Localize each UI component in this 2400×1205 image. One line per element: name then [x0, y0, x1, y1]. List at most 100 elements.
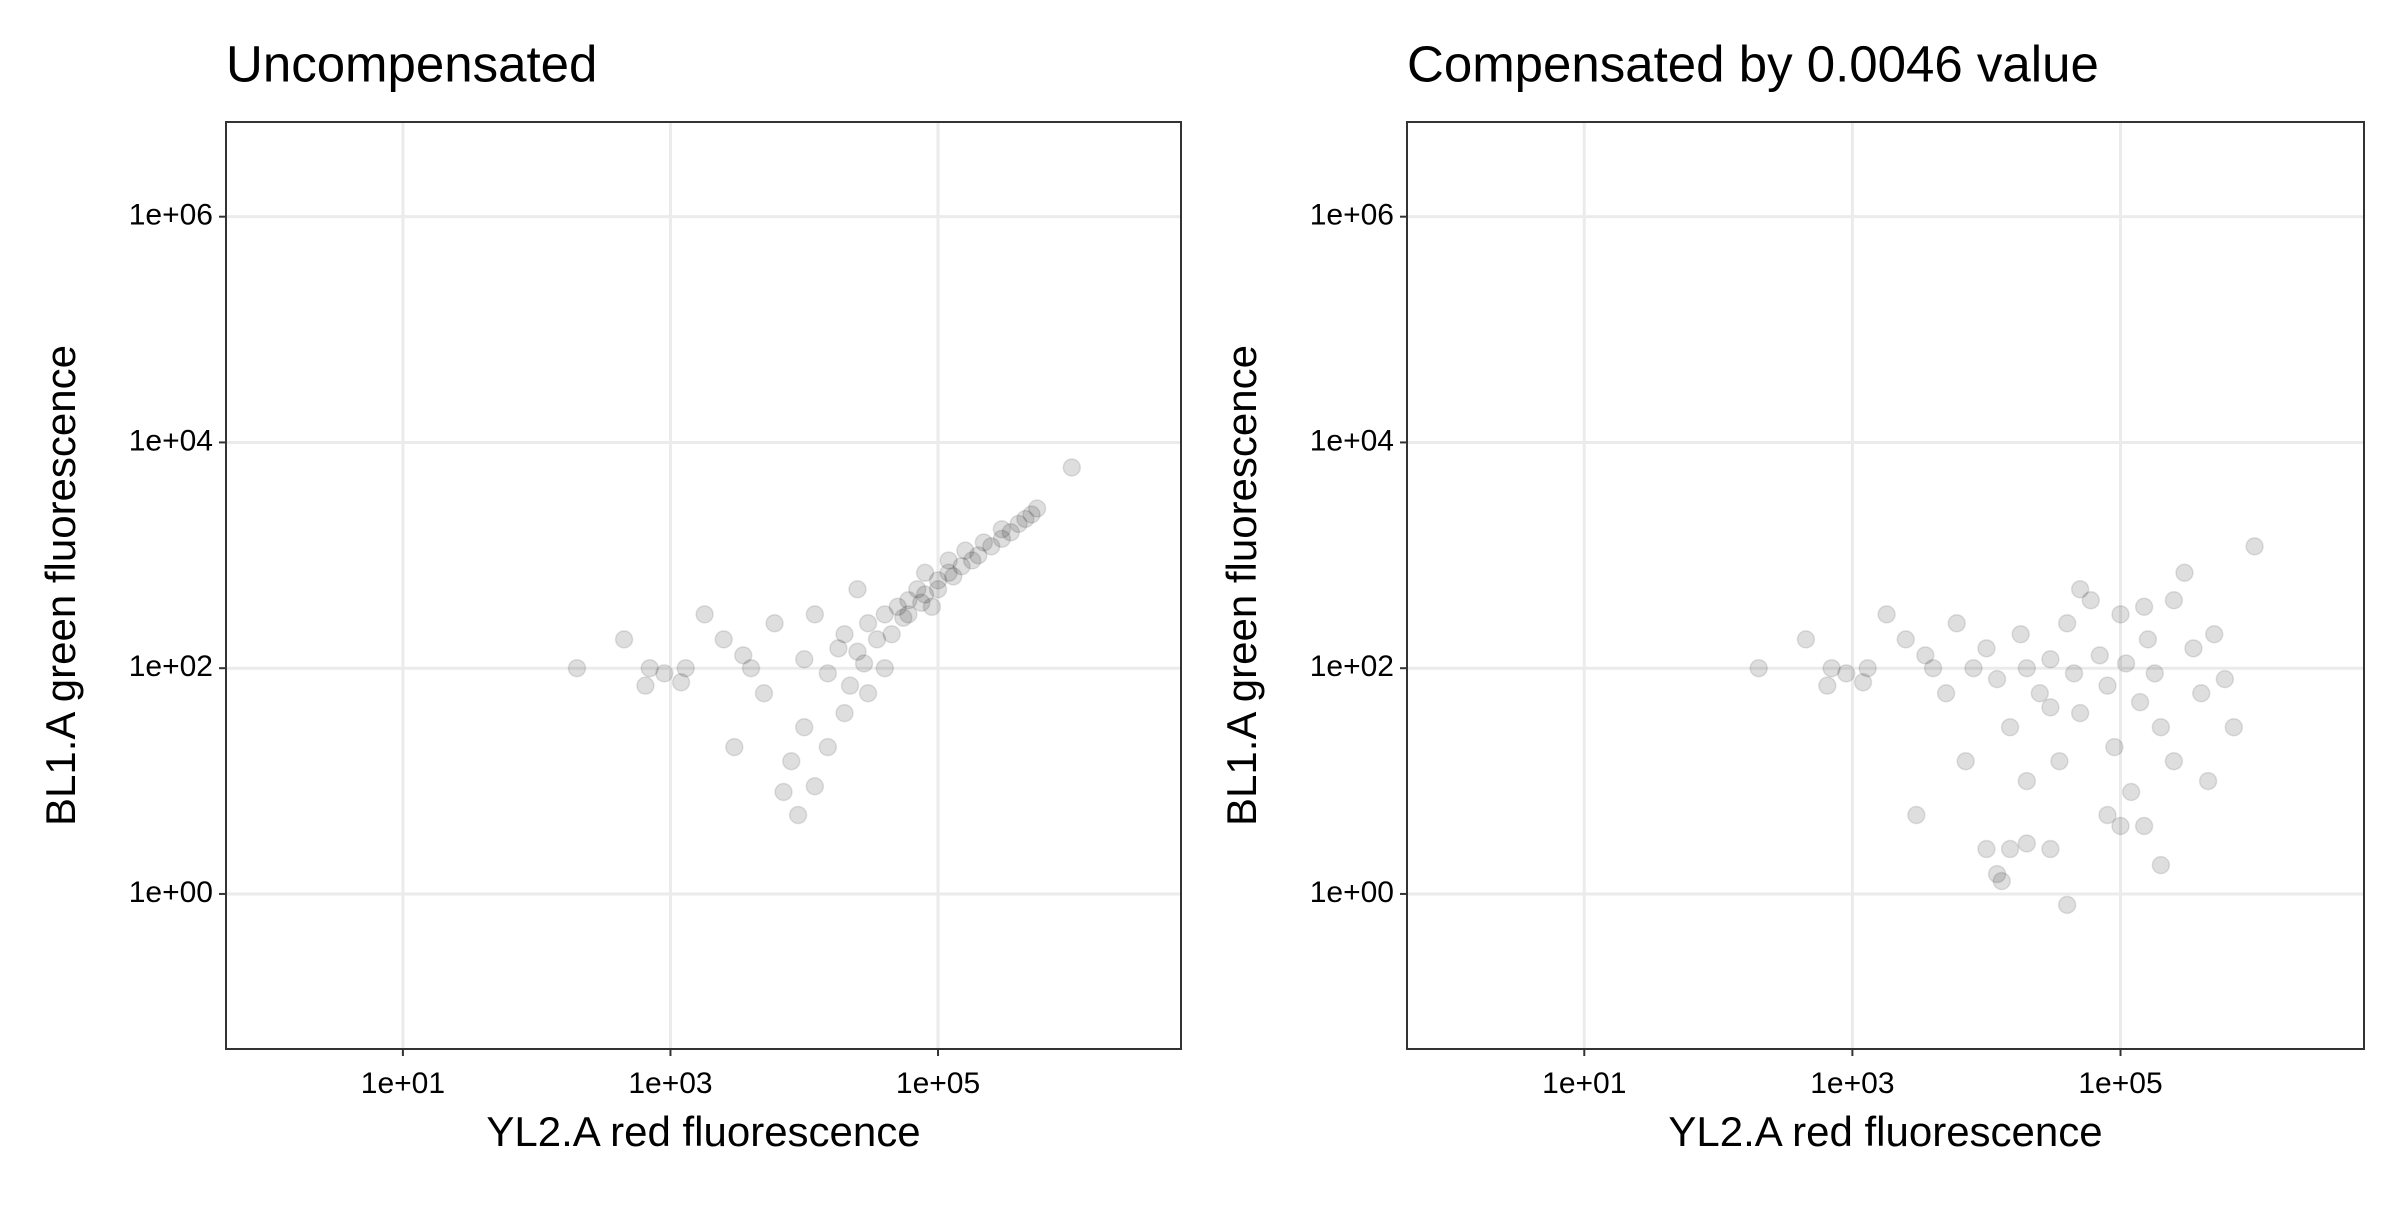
point: [2070, 580, 2090, 599]
point: [1964, 658, 1983, 678]
x-tick-label: 1e+03: [628, 1067, 712, 1100]
point: [829, 639, 848, 658]
point: [1907, 805, 1926, 825]
point: [734, 646, 753, 665]
point: [1923, 658, 1943, 678]
point: [875, 658, 895, 678]
y-tick-label: 1e+02: [129, 650, 213, 683]
point: [2224, 717, 2244, 737]
point: [2215, 669, 2235, 689]
point: [1749, 658, 1768, 678]
point: [1062, 458, 1082, 477]
point: [2116, 654, 2136, 673]
chart-title: Uncompensated: [226, 35, 597, 92]
point: [640, 658, 659, 678]
x-tick-label: 1e+05: [2078, 1067, 2162, 1100]
point: [774, 782, 793, 802]
point: [2070, 703, 2090, 723]
point: [2098, 805, 2117, 825]
point: [1992, 871, 2011, 891]
point: [915, 563, 935, 583]
point: [2164, 590, 2184, 610]
point: [882, 624, 901, 644]
point: [1977, 839, 1996, 859]
point: [2017, 771, 2037, 791]
point: [818, 737, 838, 757]
x-tick-label: 1e+01: [361, 1067, 445, 1100]
point: [939, 563, 958, 583]
plot-background: [226, 122, 1181, 1049]
point: [2145, 664, 2164, 683]
point: [858, 614, 878, 633]
y-tick-label: 1e+06: [1310, 199, 1394, 232]
point: [2198, 771, 2218, 791]
point: [1001, 523, 1021, 542]
point: [992, 529, 1012, 549]
x-tick-label: 1e+05: [896, 1067, 980, 1100]
y-tick-label: 1e+02: [1310, 650, 1394, 683]
point: [962, 551, 982, 570]
point: [982, 537, 1001, 556]
point: [875, 605, 895, 624]
point: [1009, 514, 1028, 534]
chart-title: Compensated by 0.0046 value: [1407, 35, 2099, 92]
point: [765, 614, 784, 633]
point: [848, 580, 867, 599]
point: [2011, 624, 2030, 644]
point: [725, 737, 744, 757]
point: [818, 664, 838, 683]
point: [854, 654, 874, 673]
point: [2204, 624, 2224, 644]
point: [1956, 751, 1975, 771]
point: [2164, 751, 2184, 771]
point: [671, 673, 691, 692]
point: [928, 571, 948, 590]
x-tick-label: 1e+01: [1542, 1067, 1626, 1100]
point: [2081, 590, 2101, 610]
y-tick-label: 1e+00: [129, 876, 213, 909]
x-axis-label: YL2.A red fluorescence: [1668, 1108, 2102, 1155]
point: [2130, 692, 2150, 712]
point: [714, 630, 733, 649]
point: [2134, 816, 2154, 836]
point: [2050, 751, 2069, 771]
point: [567, 658, 587, 678]
point: [992, 520, 1012, 539]
point: [788, 805, 808, 825]
point: [1822, 658, 1841, 678]
point: [2041, 839, 2060, 859]
y-tick-label: 1e+06: [129, 199, 213, 232]
plot-border: [1406, 121, 2365, 1050]
point: [1837, 664, 1856, 683]
point: [2030, 683, 2050, 703]
point: [2175, 563, 2194, 583]
point: [636, 676, 655, 695]
point: [835, 703, 854, 723]
point: [1916, 646, 1935, 665]
point: [2041, 698, 2060, 717]
point: [1987, 864, 2007, 884]
point: [848, 642, 867, 661]
point: [840, 676, 860, 695]
point: [835, 624, 854, 644]
point: [915, 585, 935, 604]
point: [2121, 782, 2141, 802]
point: [655, 664, 674, 683]
point: [858, 683, 878, 703]
point: [944, 567, 963, 586]
point: [2191, 683, 2211, 703]
point: [754, 683, 774, 703]
point: [1818, 676, 1837, 695]
point: [794, 717, 814, 737]
x-tick-label: 1e+03: [1810, 1067, 1894, 1100]
point: [741, 658, 761, 678]
point: [782, 751, 801, 771]
point: [1947, 614, 1966, 633]
point: [2134, 597, 2154, 617]
point: [2098, 676, 2117, 695]
point: [899, 590, 918, 610]
point: [908, 580, 927, 599]
point: [2111, 605, 2130, 624]
y-tick-label: 1e+00: [1310, 876, 1394, 909]
